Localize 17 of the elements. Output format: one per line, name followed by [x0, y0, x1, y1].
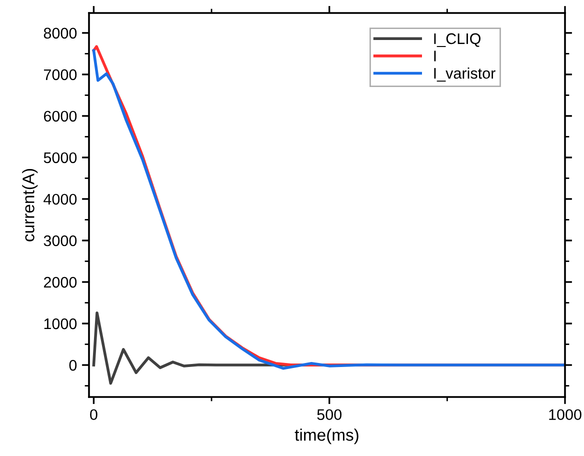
x-tick-label: 1000: [549, 409, 582, 420]
y-tick-label: 7000: [44, 69, 77, 80]
y-tick-label: 1000: [44, 318, 77, 330]
legend-label: I_varistor: [434, 67, 496, 82]
x-tick-label: 0: [90, 409, 98, 420]
legend-label: I_CLIQ: [434, 33, 481, 48]
y-tick-label: 2000: [44, 276, 77, 288]
y-tick-label: 0: [69, 360, 77, 371]
y-tick-label: 6000: [44, 110, 77, 122]
y-tick-label: 5000: [44, 152, 77, 164]
y-tick-label: 3000: [44, 235, 77, 246]
legend-label: I: [434, 50, 436, 62]
y-axis-title: current(A): [22, 168, 38, 242]
y-tick-label: 8000: [44, 28, 77, 39]
y-tick-label: 4000: [44, 194, 77, 205]
x-axis-title: time(ms): [294, 428, 358, 444]
x-tick-label: 500: [317, 409, 342, 420]
